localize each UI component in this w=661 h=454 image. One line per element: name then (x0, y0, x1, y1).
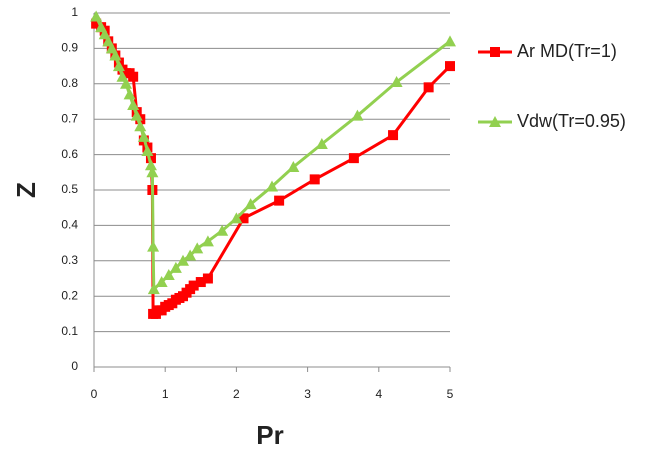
legend-label: Ar MD(Tr=1) (517, 41, 617, 61)
y-tick-label: 0.8 (61, 76, 78, 90)
data-point (287, 160, 300, 172)
data-point (112, 60, 125, 72)
data-point (195, 277, 206, 288)
data-point (191, 242, 204, 254)
data-point (155, 276, 168, 288)
data-point (266, 180, 278, 192)
data-point (348, 153, 359, 164)
y-tick-label: 0.9 (61, 41, 78, 55)
x-tick-label: 4 (375, 387, 382, 401)
data-point (390, 76, 403, 88)
x-tick-label: 3 (304, 387, 311, 401)
data-point (169, 261, 182, 273)
x-axis-title: Pr (256, 420, 283, 450)
x-tick-label: 0 (91, 387, 98, 401)
data-point (351, 109, 364, 121)
data-point (130, 109, 143, 121)
data-point (162, 268, 175, 280)
data-point (388, 130, 399, 141)
data-point (127, 99, 140, 111)
data-point (315, 137, 328, 149)
legend-label: Vdw(Tr=0.95) (517, 111, 626, 131)
data-point (274, 195, 285, 206)
data-point (128, 71, 139, 82)
legend-marker (490, 47, 500, 57)
data-point (134, 120, 147, 132)
data-point (123, 88, 136, 100)
data-point (445, 61, 455, 72)
data-point (188, 280, 199, 291)
y-tick-label: 0.4 (61, 218, 78, 232)
legend-marker (489, 116, 501, 127)
data-point (145, 153, 156, 164)
data-point (202, 273, 213, 284)
y-tick-label: 0.5 (61, 182, 78, 196)
y-tick-label: 0.3 (61, 253, 78, 267)
y-tick-label: 0.7 (61, 111, 78, 125)
y-tick-label: 0.6 (61, 147, 78, 161)
data-point (137, 130, 150, 142)
data-point (423, 82, 434, 93)
x-tick-label: 5 (447, 387, 454, 401)
data-point (147, 283, 160, 295)
data-point (230, 212, 243, 224)
data-point (109, 49, 122, 61)
data-point (146, 166, 159, 178)
y-tick-label: 0.2 (61, 288, 78, 302)
y-axis-title: Z (11, 182, 41, 198)
y-tick-label: 1 (71, 5, 78, 19)
x-tick-label: 2 (233, 387, 240, 401)
data-point (201, 235, 214, 247)
data-point (309, 174, 320, 185)
x-tick-label: 1 (162, 387, 169, 401)
data-point (184, 249, 197, 261)
y-tick-label: 0.1 (61, 324, 78, 338)
data-point (144, 159, 157, 171)
data-point (141, 145, 154, 157)
data-point (216, 224, 229, 236)
data-point (444, 35, 456, 47)
data-point (90, 10, 103, 22)
data-point (120, 77, 133, 89)
data-point (177, 254, 189, 266)
data-point (238, 213, 249, 224)
data-point (244, 198, 257, 210)
data-point (147, 240, 160, 252)
y-tick-label: 0 (71, 359, 78, 373)
